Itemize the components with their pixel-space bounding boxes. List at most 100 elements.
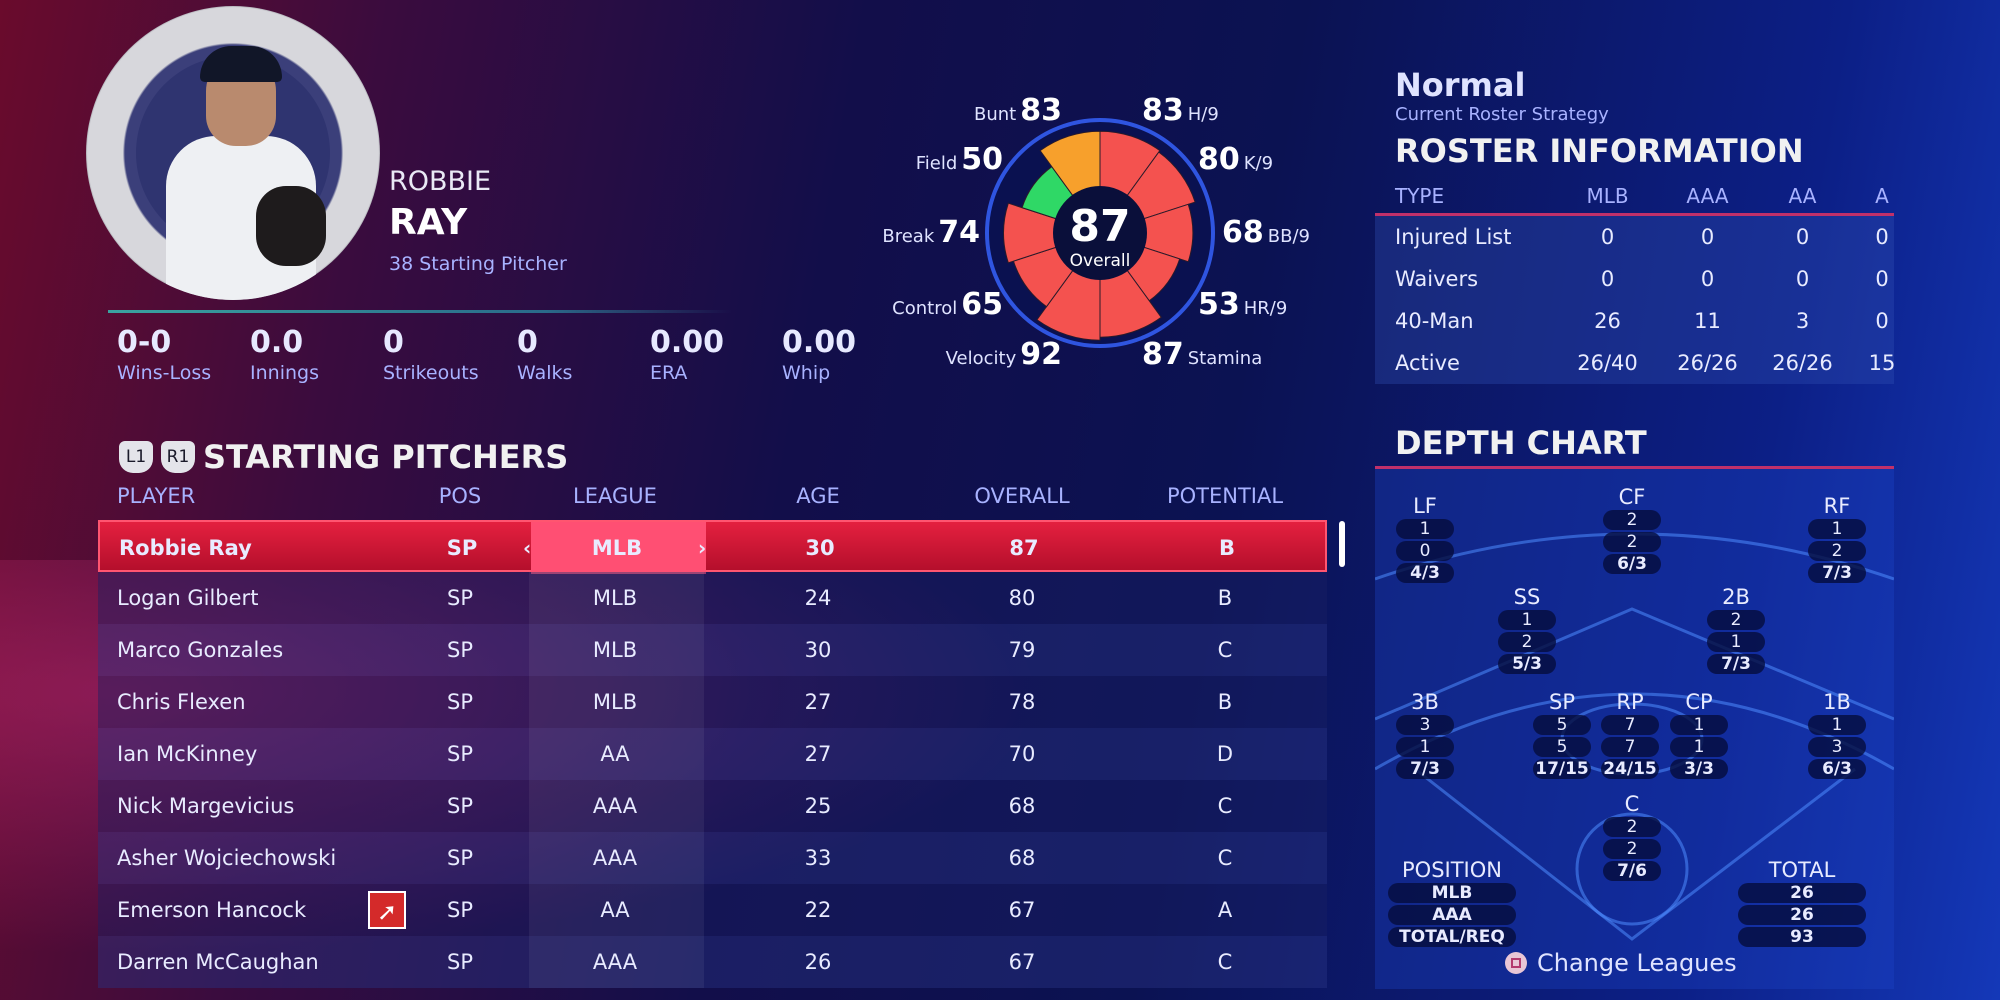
radar-attr-break: Break 74 [882,215,984,250]
position-legend: POSITION MLB AAA TOTAL/REQ [1382,859,1522,947]
radar-value: 80 [1198,142,1240,177]
pos-label: LF [1413,494,1437,518]
stat-whip: 0.00 Whip [782,325,856,384]
player-potential: B [1217,586,1233,610]
depth-pos-1b[interactable]: 1B 1 3 6/3 [1792,691,1882,779]
pos-label: CF [1618,485,1646,509]
depth-pos-cf[interactable]: CF 2 2 6/3 [1587,486,1677,574]
player-pos: SP [447,898,473,922]
player-last-name: RAY [389,202,468,243]
player-league[interactable]: AA [600,742,630,766]
roster-table-header: TYPE MLB AAA AA A [1375,178,1894,216]
player-league[interactable]: MLB [592,586,638,610]
radar-label: Velocity [945,348,1017,369]
player-name: Ian McKinney [117,742,258,766]
player-age: 30 [805,536,835,560]
roster-row: Waivers 0 0 0 0 [1375,258,1894,300]
scrollbar[interactable] [1339,521,1345,567]
table-row[interactable]: Logan Gilbert SP MLB 24 80 B [98,572,1327,624]
roster-cell: 0 [1875,309,1889,333]
table-row[interactable]: Asher Wojciechowski SP AAA 33 68 C [98,832,1327,884]
pos-total-req: 24/15 [1601,759,1659,779]
stat-label: Innings [250,362,319,384]
pos-mlb: 2 [1603,817,1661,837]
table-row[interactable]: Nick Margevicius SP AAA 25 68 C [98,780,1327,832]
change-leagues-label: Change Leagues [1537,949,1737,977]
player-overall: 68 [1008,794,1036,818]
table-row[interactable]: Ian McKinney SP AA 27 70 D [98,728,1327,780]
radar-attr-stamina: 87 Stamina [1138,337,1262,372]
player-league[interactable]: MLB [592,690,638,714]
league-prev-arrow[interactable]: ‹ [523,536,532,560]
player-potential: C [1217,950,1233,974]
depth-pos-3b[interactable]: 3B 3 1 7/3 [1380,691,1470,779]
roster-cell: 40-Man [1395,309,1474,333]
player-league[interactable]: MLB [591,536,643,560]
depth-pos-rf[interactable]: RF 1 2 7/3 [1792,495,1882,583]
pos-label: 2B [1722,585,1750,609]
pos-total-req: 7/3 [1808,563,1866,583]
player-league[interactable]: AAA [592,794,638,818]
player-pos: SP [447,638,473,662]
pos-label: SP [1549,690,1575,714]
depth-pos-c[interactable]: C 2 2 7/6 [1587,793,1677,881]
depth-pos-2b[interactable]: 2B 2 1 7/3 [1691,586,1781,674]
depth-chart: LF 1 0 4/3 CF 2 2 6/3 RF 1 2 7/3 SS 1 2 5/3 2B 2 1 7/3 3B 3 1 7… [1375,466,1894,989]
player-name: Chris Flexen [117,690,246,714]
radar-label: H/9 [1187,104,1219,125]
table-row[interactable]: Darren McCaughan SP AAA 26 67 C [98,936,1327,988]
player-league[interactable]: AAA [592,950,638,974]
player-name: Robbie Ray [119,536,252,560]
legend-total-req: TOTAL/REQ [1388,927,1516,947]
table-row[interactable]: Chris Flexen SP MLB 27 78 B [98,676,1327,728]
depth-pos-rp[interactable]: RP 7 7 24/15 [1585,691,1675,779]
depth-pos-cp[interactable]: CP 1 1 3/3 [1654,691,1744,779]
divider [108,310,733,313]
stat-value: 0.0 [250,325,304,360]
total-aaa: 26 [1738,905,1866,925]
roster-strategy-value[interactable]: Normal [1395,66,1526,104]
player-age: 26 [804,950,832,974]
radar-value: 83 [1142,93,1184,128]
col-pos[interactable]: POS [438,484,482,508]
pos-mlb: 3 [1396,715,1454,735]
stat-value: 0 [517,325,538,360]
r1-button[interactable]: R1 [161,441,195,473]
stat-label: Strikeouts [383,362,479,384]
league-next-arrow[interactable]: › [698,536,707,560]
player-pos: SP [447,742,473,766]
l1-button[interactable]: L1 [119,441,153,473]
roster-cell: 0 [1795,267,1810,291]
pos-label: SS [1513,585,1541,609]
pos-mlb: 1 [1396,519,1454,539]
player-league[interactable]: AA [600,898,630,922]
radar-attr-hr9: 53 HR/9 [1194,287,1287,322]
col-player[interactable]: PLAYER [117,484,196,508]
table-row[interactable]: Emerson Hancock SP AA 22 67 A ➚ [98,884,1327,936]
player-league[interactable]: MLB [592,638,638,662]
table-row[interactable]: Marco Gonzales SP MLB 30 79 C [98,624,1327,676]
total-legend: TOTAL 26 26 93 [1732,859,1872,947]
table-row[interactable]: Robbie Ray SP MLB 30 87 B ‹ › [98,520,1327,574]
depth-pos-sp[interactable]: SP 5 5 17/15 [1517,691,1607,779]
col-potential[interactable]: POTENTIAL [1166,484,1284,508]
pos-total-req: 4/3 [1396,563,1454,583]
player-overall: 70 [1008,742,1036,766]
roster-col-aaa: AAA [1686,183,1729,208]
depth-pos-lf[interactable]: LF 1 0 4/3 [1380,495,1470,583]
col-age[interactable]: AGE [796,484,840,508]
change-leagues-button[interactable]: Change Leagues [1505,949,1737,977]
player-league[interactable]: AAA [592,846,638,870]
stat-value: 0-0 [117,325,172,360]
pos-total-req: 6/3 [1603,554,1661,574]
radar-value: 65 [961,287,1003,322]
radar-value: 87 [1142,337,1184,372]
depth-pos-ss[interactable]: SS 1 2 5/3 [1482,586,1572,674]
legend-mlb: MLB [1388,883,1516,903]
col-overall[interactable]: OVERALL [974,484,1070,508]
col-league[interactable]: LEAGUE [573,484,657,508]
roster-cell: 26/40 [1577,351,1638,375]
league-cell-bg [529,832,704,884]
roster-cell: 26/26 [1677,351,1738,375]
stat-value: 0.00 [782,325,857,360]
